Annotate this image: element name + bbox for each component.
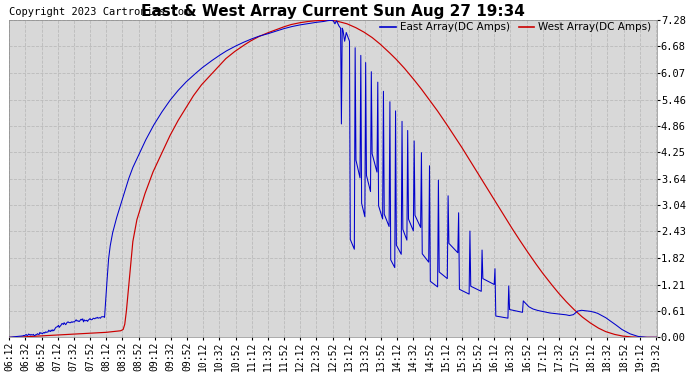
Text: Copyright 2023 Cartronics.com: Copyright 2023 Cartronics.com (9, 7, 190, 17)
Title: East & West Array Current Sun Aug 27 19:34: East & West Array Current Sun Aug 27 19:… (141, 4, 525, 19)
Legend: East Array(DC Amps), West Array(DC Amps): East Array(DC Amps), West Array(DC Amps) (380, 22, 651, 32)
